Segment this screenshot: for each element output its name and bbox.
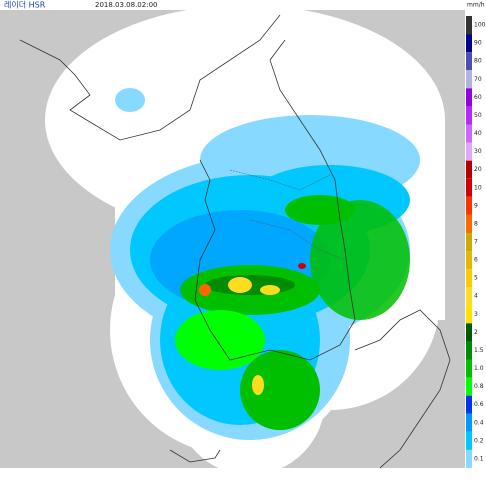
colorbar-swatch [466, 106, 472, 125]
colorbar-label: 40 [474, 130, 482, 137]
echo-area [175, 310, 265, 370]
colorbar-swatch [466, 305, 472, 324]
colorbar-label: 0.4 [474, 419, 484, 426]
colorbar-swatch [466, 52, 472, 71]
map [0, 5, 465, 475]
colorbar-swatch [466, 449, 472, 468]
colorbar-label: 70 [474, 76, 482, 83]
colorbar-label: 60 [474, 94, 482, 101]
coastline [194, 39, 356, 361]
colorbar-label: 50 [474, 112, 482, 119]
echo-area [228, 277, 252, 293]
colorbar-swatch [466, 413, 472, 432]
echo-area [115, 88, 145, 112]
colorbar-swatch [466, 142, 472, 161]
colorbar-swatch [466, 431, 472, 450]
colorbar-label: 0.6 [474, 401, 484, 408]
colorbar-swatch [466, 395, 472, 414]
echo-area [252, 375, 264, 395]
echo-area [240, 350, 320, 430]
colorbar-label: 0.1 [474, 455, 484, 462]
colorbar-label: 4 [474, 293, 478, 300]
border [229, 169, 331, 191]
colorbar-swatch [466, 287, 472, 306]
colorbar-swatch [466, 377, 472, 396]
timestamp: 2018.03.08.02:00 [95, 1, 157, 9]
colorbar-swatch [466, 16, 472, 35]
colorbar-label: 0.8 [474, 383, 484, 390]
coastlines [19, 14, 451, 469]
colorbar-label: 1.0 [474, 365, 484, 372]
colorbar-label: 30 [474, 148, 482, 155]
coastline [19, 14, 281, 141]
colorbar-label: 8 [474, 220, 478, 227]
title: 레이더 HSR [4, 0, 46, 10]
colorbar-label: 9 [474, 202, 478, 209]
colorbar-swatch [466, 323, 472, 342]
colorbar-swatch [466, 178, 472, 197]
colorbar-swatch [466, 160, 472, 179]
echo [110, 88, 420, 440]
colorbar-swatch [466, 269, 472, 288]
coastline [354, 309, 451, 469]
colorbar-swatch [466, 196, 472, 215]
unit-label: mm/h [467, 2, 485, 9]
echo-area [310, 200, 410, 320]
colorbar-swatch [466, 232, 472, 252]
border [249, 219, 346, 261]
colorbar-swatch [466, 88, 472, 107]
colorbar-swatch [466, 359, 472, 378]
colorbar-swatch [466, 34, 472, 53]
colorbar-swatch [466, 251, 472, 270]
echo-area [199, 284, 211, 296]
echo-area [298, 263, 306, 269]
colorbar-label: 0.2 [474, 437, 484, 444]
colorbar-swatch [466, 341, 472, 360]
colorbar-label: 100 [474, 22, 486, 29]
echo-area [260, 285, 280, 295]
colorbar-label: 10 [474, 184, 482, 191]
colorbar-label: 3 [474, 311, 478, 318]
colorbar-label: 7 [474, 239, 478, 246]
colorbar: mm/h 100 90 80 70 60 50 40 30 20 10 9 8 7 6 5 4 3 2 1.5 1.0… [466, 2, 486, 468]
colorbar-label: 20 [474, 166, 482, 173]
colorbar-label: 6 [474, 257, 478, 264]
colorbar-label: 5 [474, 275, 478, 282]
colorbar-swatch [466, 70, 472, 89]
colorbar-swatch [466, 124, 472, 143]
colorbar-label: 2 [474, 329, 478, 336]
colorbar-label: 1.5 [474, 347, 484, 354]
colorbar-label: 80 [474, 58, 482, 65]
echo-area [285, 195, 355, 225]
colorbar-swatch [466, 214, 472, 233]
coastline [169, 449, 221, 463]
colorbar-label: 90 [474, 40, 482, 47]
